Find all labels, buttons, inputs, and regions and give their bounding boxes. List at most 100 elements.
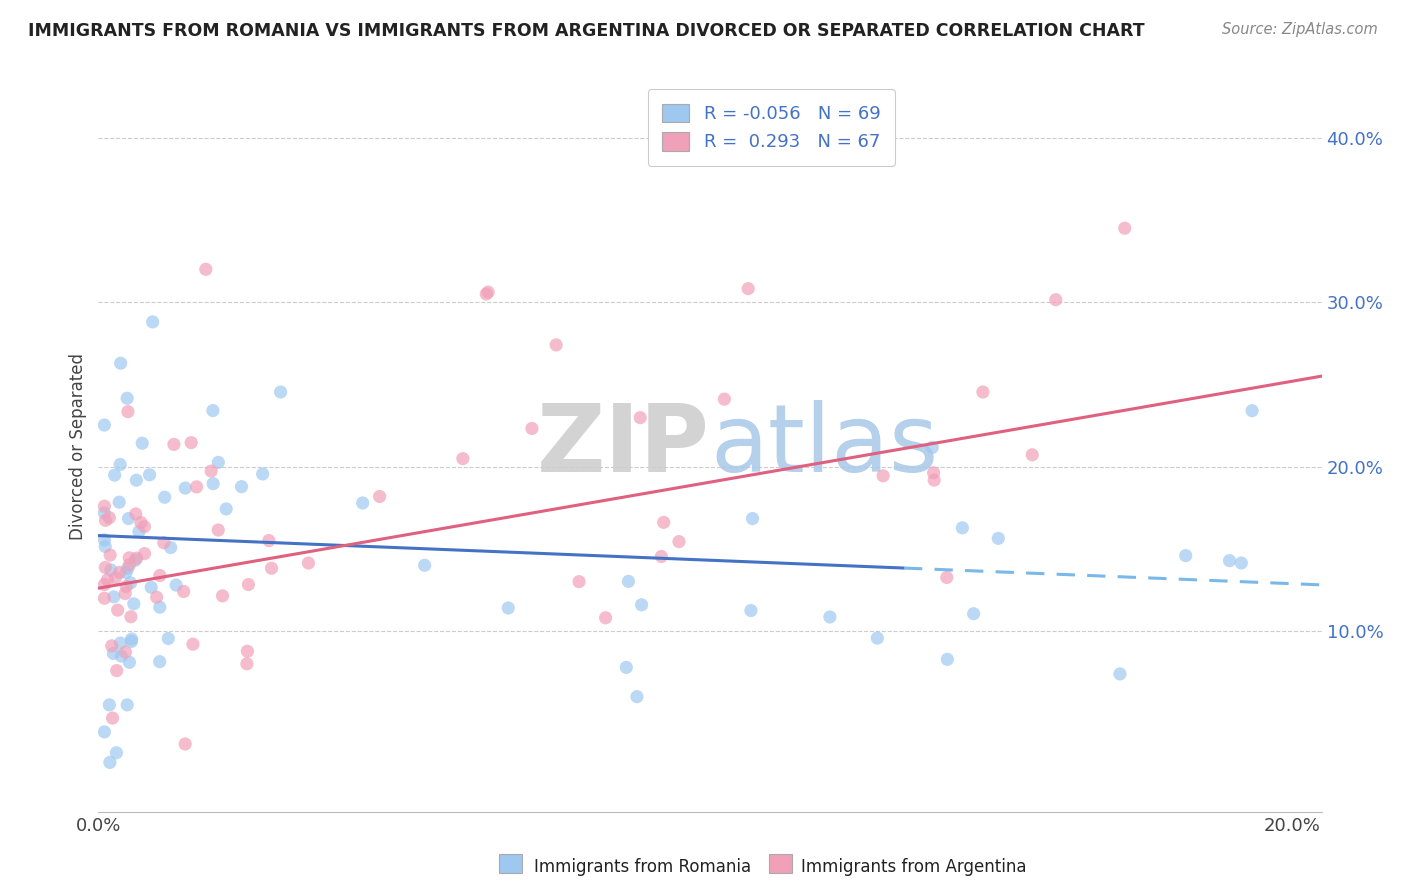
Point — [149, 600, 172, 615]
Point — [141, 580, 163, 594]
Point — [105, 746, 128, 760]
Point — [98, 756, 121, 770]
Point — [118, 558, 141, 572]
Point — [118, 550, 141, 565]
Point — [121, 632, 143, 646]
Point — [451, 451, 474, 466]
Point — [215, 502, 238, 516]
Point — [1230, 556, 1253, 570]
Point — [1045, 293, 1067, 307]
Point — [650, 549, 672, 564]
Point — [987, 532, 1010, 546]
Point — [546, 338, 568, 352]
Point — [652, 516, 675, 530]
Point — [181, 637, 204, 651]
Point — [297, 556, 319, 570]
Point — [131, 436, 153, 450]
Point — [138, 467, 160, 482]
Point — [737, 282, 759, 296]
Point — [121, 634, 143, 648]
Point — [125, 507, 148, 521]
Point — [614, 660, 637, 674]
Point — [108, 458, 131, 472]
Point — [153, 490, 176, 504]
Point — [159, 541, 181, 555]
Point — [115, 566, 138, 580]
Point — [352, 496, 374, 510]
Point — [124, 553, 146, 567]
Text: Immigrants from Romania: Immigrants from Romania — [534, 858, 751, 876]
Point — [922, 473, 945, 487]
Point — [115, 391, 138, 405]
Point — [149, 568, 172, 582]
Point — [134, 547, 156, 561]
Point — [149, 655, 172, 669]
Point — [741, 511, 763, 525]
Point — [236, 657, 259, 671]
Point — [110, 356, 132, 370]
Point — [595, 611, 617, 625]
Point — [866, 631, 889, 645]
Point — [568, 574, 591, 589]
Point — [125, 551, 148, 566]
Point — [94, 560, 117, 574]
Point — [260, 561, 283, 575]
Point — [93, 577, 115, 591]
Point — [117, 511, 139, 525]
Point — [236, 644, 259, 658]
Point — [93, 533, 115, 547]
Point — [98, 548, 121, 562]
Point — [104, 571, 127, 585]
Point — [231, 480, 253, 494]
Point — [174, 481, 197, 495]
Point — [114, 586, 136, 600]
Point — [103, 590, 125, 604]
Point — [108, 495, 131, 509]
Text: Immigrants from Argentina: Immigrants from Argentina — [801, 858, 1026, 876]
Point — [108, 566, 131, 580]
Point — [100, 639, 122, 653]
Point — [114, 645, 136, 659]
Point — [120, 575, 142, 590]
Point — [238, 577, 260, 591]
Point — [936, 652, 959, 666]
Point — [134, 519, 156, 533]
Point — [93, 724, 115, 739]
Point — [475, 287, 498, 301]
Point — [1241, 403, 1264, 417]
Bar — [499, 854, 522, 873]
Point — [120, 609, 142, 624]
Point — [115, 698, 138, 712]
Point — [496, 601, 519, 615]
Point — [270, 384, 292, 399]
Point — [173, 584, 195, 599]
Point — [129, 516, 152, 530]
Point — [477, 285, 499, 299]
Point — [617, 574, 640, 589]
Point — [200, 464, 222, 478]
Point — [668, 534, 690, 549]
Point — [145, 590, 167, 604]
Y-axis label: Divorced or Separated: Divorced or Separated — [69, 352, 87, 540]
Point — [115, 580, 138, 594]
Point — [100, 563, 122, 577]
Point — [520, 421, 543, 435]
Point — [921, 441, 943, 455]
Point — [207, 523, 229, 537]
Point — [107, 603, 129, 617]
Point — [110, 636, 132, 650]
Text: ZIP: ZIP — [537, 400, 710, 492]
Point — [1021, 448, 1043, 462]
Point — [257, 533, 280, 548]
Point — [117, 561, 139, 575]
Point — [104, 468, 127, 483]
Legend: R = -0.056   N = 69, R =  0.293   N = 67: R = -0.056 N = 69, R = 0.293 N = 67 — [648, 89, 894, 166]
Point — [818, 610, 841, 624]
Point — [368, 490, 391, 504]
Point — [165, 578, 187, 592]
Point — [93, 506, 115, 520]
Point — [922, 466, 945, 480]
Text: Source: ZipAtlas.com: Source: ZipAtlas.com — [1222, 22, 1378, 37]
Point — [93, 417, 115, 432]
Point — [157, 632, 180, 646]
